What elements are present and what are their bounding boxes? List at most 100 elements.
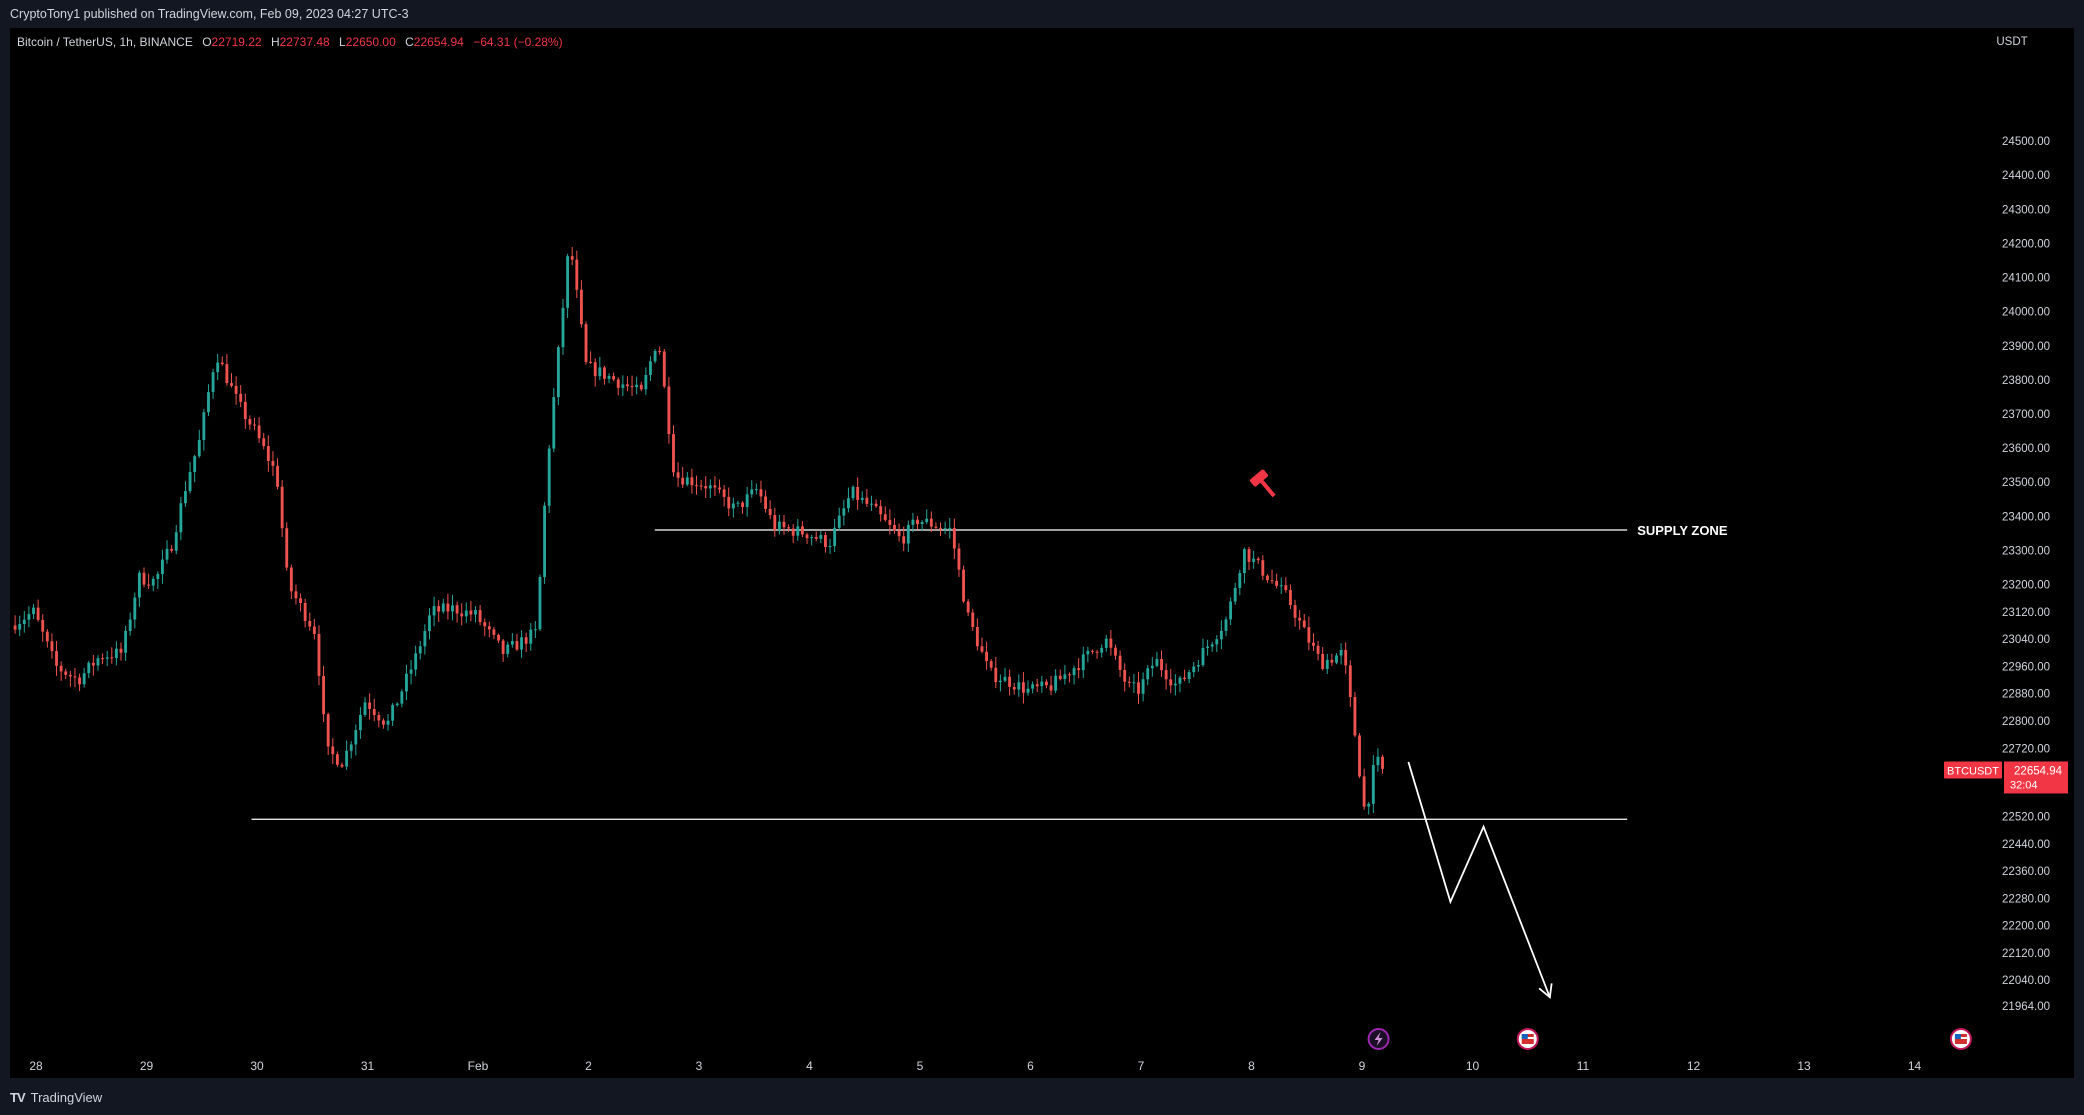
candle-body	[741, 502, 744, 508]
candle-body	[635, 384, 639, 388]
candle-body	[888, 519, 892, 525]
candle-body	[874, 503, 878, 507]
plot-area[interactable]: SUPPLY ZONE USDT 24500.00 24400.00 24300.00…	[10, 28, 2074, 1078]
candle-body	[174, 532, 178, 551]
candle-body	[589, 361, 593, 363]
candle-body	[1293, 605, 1297, 618]
x-tick-label: 13	[1797, 1059, 1811, 1073]
candle-body	[543, 505, 547, 577]
x-tick-label: 31	[361, 1059, 375, 1073]
candle-body	[368, 702, 372, 709]
candle-body	[161, 559, 164, 575]
candle-body	[520, 637, 523, 650]
candle-body	[179, 503, 183, 533]
price-tag-countdown: 32:04	[2010, 779, 2038, 791]
candle-body	[975, 626, 979, 647]
candle-body	[672, 434, 675, 473]
x-tick-label: Feb	[468, 1059, 489, 1073]
candle-body	[395, 703, 399, 706]
candle-body	[920, 522, 924, 525]
candle-body	[824, 535, 827, 547]
candlestick-chart[interactable]: SUPPLY ZONE USDT 24500.00 24400.00 24300.00…	[10, 28, 2074, 1078]
candle-body	[1146, 668, 1150, 680]
price-axis[interactable]: USDT 24500.00 24400.00 24300.00 24200.00 2410…	[1996, 36, 2050, 1013]
candle-body	[243, 401, 247, 420]
time-axis[interactable]: 28 29 30 31 Feb 2 3 4 5 6 7 8 9 10 11 12 13 14	[29, 1059, 1921, 1073]
candle-body	[156, 574, 160, 579]
candle-body	[133, 597, 137, 620]
candle-body	[1335, 655, 1338, 663]
candle-body	[193, 456, 197, 473]
y-tick-label: 22520.00	[2002, 812, 2050, 824]
candles	[13, 246, 1384, 815]
candle-body	[1215, 639, 1219, 645]
candle-body	[985, 651, 989, 662]
candle-body	[335, 754, 339, 765]
candle-body	[1302, 620, 1306, 628]
candle-body	[1091, 650, 1094, 652]
y-tick-label: 22880.00	[2002, 689, 2050, 701]
events-layer[interactable]	[1367, 1028, 1972, 1050]
candle-body	[695, 485, 698, 487]
candle-body	[621, 384, 625, 388]
candle-body	[718, 487, 721, 490]
candle-body	[165, 548, 169, 560]
candle-body	[87, 662, 91, 674]
lightning-bolt	[1374, 1032, 1383, 1046]
candle-body	[414, 653, 418, 670]
candle-body	[1233, 587, 1237, 602]
candle-body	[428, 615, 431, 632]
candle-body	[731, 503, 735, 509]
y-tick-label: 23400.00	[2002, 511, 2050, 523]
y-tick-label: 24200.00	[2002, 238, 2050, 250]
candle-body	[1325, 659, 1329, 669]
candle-body	[566, 256, 570, 308]
candle-body	[773, 515, 777, 531]
projection-path	[1407, 761, 1551, 998]
candle-body	[805, 534, 809, 539]
candle-body	[349, 744, 353, 751]
candle-body	[114, 648, 118, 659]
candle-body	[501, 640, 505, 654]
y-tick-label: 23900.00	[2002, 341, 2050, 353]
candle-body	[1284, 585, 1288, 591]
bottom-bar	[0, 1080, 2084, 1115]
lightning-event-icon[interactable]	[1367, 1028, 1390, 1050]
candle-body	[474, 610, 477, 615]
candle-body	[405, 673, 408, 692]
candle-body	[644, 374, 648, 390]
x-tick-label: 14	[1908, 1059, 1922, 1073]
candle-body	[1201, 648, 1205, 666]
candle-body	[1068, 674, 1071, 676]
candle-body	[653, 351, 657, 362]
candle-body	[971, 612, 975, 627]
candle-body	[616, 379, 620, 388]
candle-body	[1353, 696, 1357, 736]
candle-body	[358, 714, 362, 731]
candle-body	[1169, 679, 1173, 686]
x-tick-label: 11	[1577, 1059, 1590, 1073]
x-tick-label: 2	[585, 1059, 592, 1073]
candle-body	[299, 598, 302, 604]
candle-body	[1100, 647, 1104, 653]
candle-body	[409, 669, 413, 674]
x-tick-label: 29	[140, 1059, 154, 1073]
candle-body	[667, 386, 671, 435]
y-tick-label: 24100.00	[2002, 273, 2050, 285]
candle-body	[1279, 585, 1283, 587]
projection-drawing	[1407, 761, 1553, 1000]
us-flag-event-icon[interactable]	[1516, 1028, 1539, 1050]
candle-body	[842, 508, 846, 516]
y-tick-label: 22440.00	[2002, 839, 2050, 851]
candle-body	[36, 607, 40, 620]
candle-body	[1321, 653, 1325, 669]
candle-body	[658, 351, 662, 353]
candle-body	[639, 384, 643, 390]
candle-body	[1242, 549, 1246, 574]
brand[interactable]: TV TradingView	[10, 1090, 102, 1105]
candle-body	[745, 494, 749, 508]
legend-high-label: H	[270, 35, 280, 49]
us-flag-event-icon[interactable]	[1949, 1028, 1972, 1050]
y-tick-label: 24500.00	[2002, 136, 2050, 148]
y-tick-label: 23600.00	[2002, 443, 2050, 455]
